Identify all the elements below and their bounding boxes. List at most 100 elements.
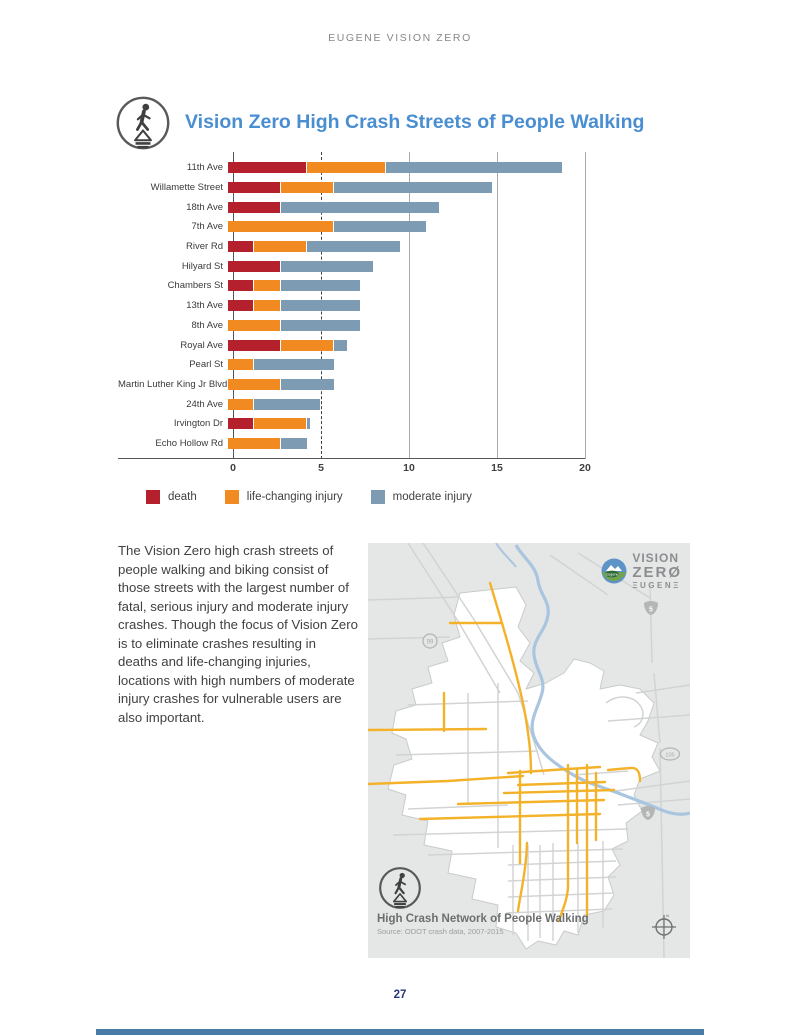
legend-swatch (146, 490, 160, 505)
legend-swatch (224, 490, 239, 505)
eugene-logo: Eugene (601, 558, 627, 584)
svg-text:Eugene: Eugene (606, 573, 619, 577)
bar-segment-moderate-injury (280, 300, 360, 312)
pedestrian-signal-icon (378, 866, 422, 910)
bar-segment-moderate-injury (307, 418, 310, 430)
bar-segment-death (228, 182, 281, 194)
logo-line-eugene: ΞUGENΞ (632, 581, 681, 590)
category-label: Echo Hollow Rd (155, 437, 223, 449)
bar-segment-life-changing-injury (228, 378, 281, 390)
map-caption-source: Source: ODOT crash data, 2007-2015 (377, 927, 504, 936)
logo-line-zero: ZERØ (632, 564, 682, 581)
bar-segment-life-changing-injury (280, 339, 334, 351)
bar-segment-death (228, 241, 255, 253)
bar-segment-moderate-injury (333, 221, 426, 233)
i5-badge-bottom: 5 (646, 812, 650, 819)
page-number: 27 (393, 989, 407, 1001)
vision-zero-eugene-logo: Eugene VISION ZERØ ΞUGENΞ (601, 552, 682, 590)
bar-segment-death (228, 300, 255, 312)
bar-segment-life-changing-injury (228, 359, 255, 371)
document-header: EUGENE VISION ZERO (328, 32, 472, 44)
bar-segment-moderate-injury (333, 339, 347, 351)
x-tick-label: 0 (230, 462, 236, 475)
high-crash-map: 99 5 105 5 Eugene VISION ZERØ ΞUGENΞ (368, 543, 690, 958)
bar-segment-moderate-injury (254, 398, 321, 410)
bar-stack (228, 241, 580, 253)
chart-row: 24th Ave (118, 394, 585, 414)
chart-row: Pearl St (118, 355, 585, 375)
bar-stack (228, 182, 580, 194)
bar-segment-moderate-injury (386, 162, 563, 174)
bar-segment-life-changing-injury (228, 221, 334, 233)
category-label: Irvington Dr (173, 418, 223, 430)
bar-segment-life-changing-injury (254, 241, 308, 253)
i5-badge-top: 5 (649, 607, 653, 614)
bar-stack (228, 359, 580, 371)
bar-stack (228, 378, 580, 390)
legend-label: death (168, 491, 197, 504)
bar-segment-life-changing-injury (228, 398, 255, 410)
bar-segment-death (228, 201, 281, 213)
pedestrian-signal-icon (115, 95, 171, 151)
section-title: Vision Zero High Crash Streets of People… (185, 111, 645, 133)
svg-text:N: N (666, 913, 669, 918)
category-label: 18th Ave (186, 201, 223, 213)
x-tick-label: 10 (403, 462, 415, 475)
bar-segment-life-changing-injury (254, 418, 308, 430)
chart-row: Royal Ave (118, 335, 585, 355)
chart-row: Chambers St (118, 276, 585, 296)
bar-stack (228, 418, 580, 430)
bar-stack (228, 300, 580, 312)
logo-line-vision: VISION (632, 551, 680, 565)
bar-stack (228, 437, 580, 449)
chart-row: 7th Ave (118, 217, 585, 237)
category-label: 13th Ave (186, 300, 223, 312)
bar-segment-death (228, 162, 308, 174)
compass-icon: N (650, 912, 678, 940)
category-label: 8th Ave (191, 319, 223, 331)
bar-segment-moderate-injury (280, 378, 334, 390)
footer-accent-bar (96, 1029, 704, 1035)
chart-rows: 11th Ave Willamette Street 18th Ave 7th Ave… (118, 152, 585, 460)
bar-stack (228, 162, 580, 174)
category-label: Hilyard St (181, 260, 223, 272)
bar-segment-death (228, 260, 281, 272)
map-caption: High Crash Network of People Walking Sou… (377, 913, 589, 936)
legend-label: life-changing injury (246, 491, 343, 504)
bar-segment-moderate-injury (307, 241, 400, 253)
bar-stack (228, 398, 580, 410)
hwy-99-badge: 99 (427, 640, 434, 646)
chart-row: 13th Ave (118, 296, 585, 316)
chart-row: Hilyard St (118, 256, 585, 276)
body-paragraph: The Vision Zero high crash streets of pe… (118, 543, 358, 725)
city-limits-shape (387, 586, 661, 950)
legend-item: life-changing injury (224, 490, 343, 505)
bar-segment-death (228, 280, 255, 292)
chart-row: Martin Luther King Jr Blvd (118, 375, 585, 395)
category-label: Willamette Street (150, 182, 223, 194)
category-label: Pearl St (189, 359, 223, 371)
category-label: River Rd (186, 241, 223, 253)
hwy-105-badge: 105 (665, 753, 674, 759)
chart-row: River Rd (118, 237, 585, 257)
river (514, 544, 690, 816)
bar-segment-moderate-injury (254, 359, 334, 371)
bar-segment-moderate-injury (280, 260, 374, 272)
bar-segment-moderate-injury (280, 201, 440, 213)
high-crash-streets-chart: 11th Ave Willamette Street 18th Ave 7th Ave… (118, 152, 591, 505)
chart-x-axis: 0 5 10 15 20 (118, 462, 591, 478)
bar-segment-moderate-injury (280, 437, 308, 449)
chart-row: Willamette Street (118, 178, 585, 198)
bar-stack (228, 280, 580, 292)
category-label: 7th Ave (191, 221, 223, 233)
legend-swatch (370, 490, 385, 505)
category-label: Chambers St (167, 280, 223, 292)
bar-segment-life-changing-injury (228, 319, 281, 331)
bar-segment-death (228, 339, 281, 351)
bar-segment-moderate-injury (333, 182, 492, 194)
bar-segment-death (228, 418, 255, 430)
x-tick-label: 20 (579, 462, 591, 475)
chart-row: 18th Ave (118, 197, 585, 217)
bar-segment-moderate-injury (280, 280, 360, 292)
